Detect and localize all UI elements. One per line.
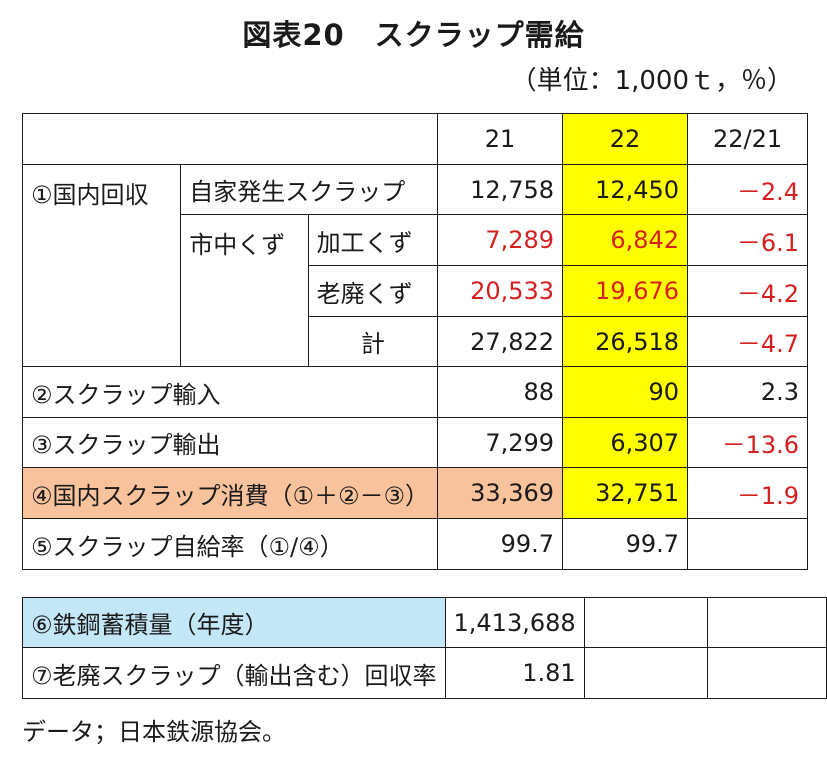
table-row: ③スクラップ輸出 7,299 6,307 －13.6: [21, 417, 809, 468]
empty-cell: [583, 647, 709, 699]
table-row: ①国内回収 自家発生スクラップ 12,758 12,450 －2.4: [21, 164, 809, 367]
empty-cell: [707, 647, 827, 699]
value-ratio: [687, 518, 809, 570]
value-21: 7,289: [437, 214, 564, 266]
value-21: 27,822: [437, 316, 564, 367]
table-row: ⑦老廃スクラップ（輸出含む）回収率 1.81: [22, 647, 827, 699]
table-row: 市中くず 加工くず 7,289 6,842 －6.1: [23, 214, 809, 367]
table-row: ⑤スクラップ自給率（①/④） 99.7 99.7: [21, 518, 809, 570]
row-label: ②スクラップ輸入: [21, 366, 439, 418]
table-row: 計 27,822 26,518 －4.7: [23, 316, 809, 367]
table-title: 図表20 スクラップ需給: [242, 18, 585, 52]
row-label: 老廃くず: [307, 265, 439, 317]
header-ratio: 22/21: [687, 113, 809, 165]
supply-demand-table: 21 22 22/21 ①国内回収 自家発生スクラップ 12,758 12,45…: [21, 113, 809, 570]
header-year-21: 21: [437, 113, 564, 165]
table-row: ④国内スクラップ消費（①＋②－③） 33,369 32,751 －1.9: [21, 467, 809, 519]
row-label: ⑤スクラップ自給率（①/④）: [21, 518, 439, 570]
source-note: データ；日本鉄源協会。: [22, 718, 286, 746]
table-row: ⑥鉄鋼蓄積量（年度） 1,413,688: [22, 597, 827, 648]
value-ratio: －6.1: [687, 214, 809, 266]
row-label: ⑦老廃スクラップ（輸出含む）回収率: [22, 647, 446, 699]
value-22: 6,842: [562, 214, 689, 266]
header-blank-cell: [21, 113, 439, 165]
value-ratio: 2.3: [687, 366, 809, 418]
subgroup-market-scrap: 市中くず: [180, 214, 309, 367]
value-ratio: －13.6: [687, 417, 809, 468]
value-21: 7,299: [437, 417, 564, 468]
header-row: 21 22 22/21: [21, 113, 809, 165]
row-label: 自家発生スクラップ: [180, 164, 439, 215]
value-21: 1,413,688: [444, 597, 585, 648]
value-21: 20,533: [437, 265, 564, 317]
value-21: 88: [437, 366, 564, 418]
row-label: ④国内スクラップ消費（①＋②－③）: [21, 467, 439, 519]
value-ratio: －4.2: [687, 265, 809, 317]
row-label: ⑥鉄鋼蓄積量（年度）: [22, 597, 446, 648]
value-22: 99.7: [562, 518, 689, 570]
table-row: 老廃くず 20,533 19,676 －4.2: [23, 265, 809, 317]
row-label-total: 計: [307, 316, 439, 367]
value-ratio: －4.7: [687, 316, 809, 367]
value-21: 99.7: [437, 518, 564, 570]
value-21: 33,369: [437, 467, 564, 519]
value-22: 26,518: [562, 316, 689, 367]
value-22: 90: [562, 366, 689, 418]
value-ratio: －1.9: [687, 467, 809, 519]
row-label: ③スクラップ輸出: [21, 417, 439, 468]
value-22: 12,450: [562, 164, 689, 215]
value-22: 32,751: [562, 467, 689, 519]
group-domestic-recovery: ①国内回収: [21, 164, 182, 367]
value-22: 19,676: [562, 265, 689, 317]
value-21: 1.81: [444, 647, 585, 699]
empty-cell: [583, 597, 709, 648]
header-year-22: 22: [562, 113, 689, 165]
value-ratio: －2.4: [687, 164, 809, 215]
stock-table: ⑥鉄鋼蓄積量（年度） 1,413,688 ⑦老廃スクラップ（輸出含む）回収率 1…: [22, 597, 827, 699]
unit-label: （単位：1,000ｔ，％）: [510, 66, 793, 96]
value-22: 6,307: [562, 417, 689, 468]
row-label: 加工くず: [307, 214, 439, 266]
empty-cell: [707, 597, 827, 648]
table-row: ②スクラップ輸入 88 90 2.3: [21, 366, 809, 418]
value-21: 12,758: [437, 164, 564, 215]
